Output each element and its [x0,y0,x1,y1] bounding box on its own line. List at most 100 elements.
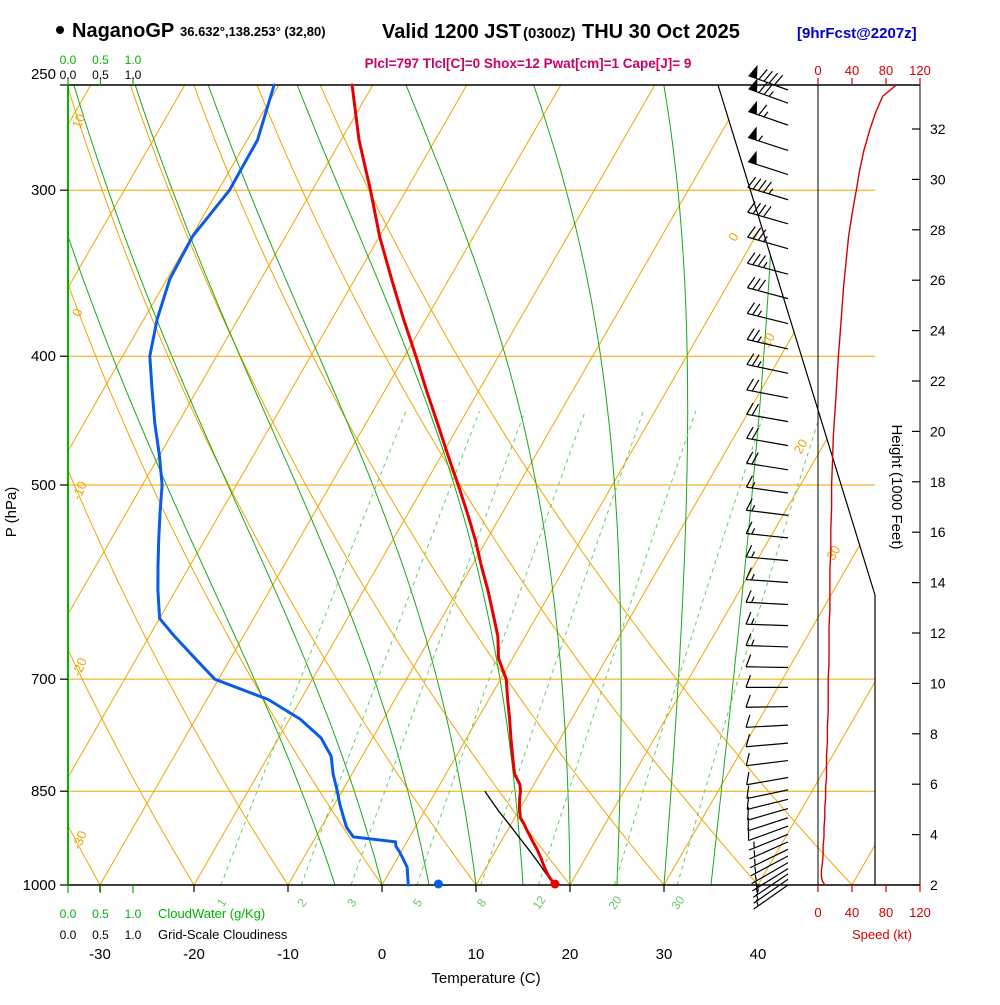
wind-barb [748,126,788,150]
isotherm-label: 10 [758,330,778,350]
barb-staff [746,645,788,646]
wind-barb [747,452,788,470]
height-tick-label: 14 [930,575,946,591]
barb-feather [764,182,772,192]
dry-adiabat-label: -10 [69,479,90,502]
barb-staff [746,510,788,515]
temperature-tick-label: 0 [378,946,386,963]
barb-feather [747,253,754,264]
barb-feather [746,655,751,667]
height-tick-label: 4 [930,827,938,843]
wind-barb [746,590,788,604]
barb-feather [758,205,766,216]
barb-staff [747,263,788,274]
speed-tick-label-top: 40 [845,63,859,78]
wind-barb [747,772,788,785]
barb-half-feather [752,640,754,646]
wind-barb [747,379,788,398]
barb-feather [747,277,754,288]
surface-temperature-dot [550,880,559,889]
barb-staff [748,809,788,821]
temperature-tick-label: -30 [89,946,111,963]
speed-tick-label-bottom: 80 [879,905,893,920]
barb-staff [746,624,788,625]
barb-feather [759,83,767,93]
speed-tick-label-top: 120 [909,63,931,78]
height-tick-label: 8 [930,726,938,742]
cloudwater-axis-title: CloudWater (g/Kg) [158,906,265,921]
barb-feather [764,71,772,81]
wind-barb [746,499,788,516]
cloudiness-tick-label-bottom: 1.0 [125,928,142,942]
pressure-tick-label: 1000 [23,877,56,894]
barb-staff [747,438,788,445]
barb-feather [753,228,761,239]
wind-barb [746,633,788,647]
mixing-ratio-label: 8 [474,896,489,910]
barb-feather [752,330,759,341]
barb-half-feather [752,552,755,558]
pressure-tick-label: 300 [31,182,56,199]
barb-staff [749,89,788,103]
barb-staff [750,842,788,859]
barb-half-feather [752,528,755,534]
barb-staff [747,390,788,398]
barb-staff [748,212,788,224]
cloudwater-tick-label-bottom: 0.0 [60,907,77,921]
mixing-ratio-label: 2 [294,896,309,910]
station-marker-dot [56,26,64,34]
height-tick-label: 28 [930,222,946,238]
barb-staff [746,725,788,727]
pressure-tick-label: 250 [31,66,56,83]
cloudwater-tick-label-bottom: 1.0 [125,907,142,921]
wind-barb [748,177,788,200]
barb-feather [748,177,756,187]
mixing-ratio-line [221,411,406,885]
cloudiness-tick-label-top: 1.0 [125,68,142,82]
wind-barb [747,786,788,799]
barb-half-feather [764,112,768,117]
barb-feather [746,568,751,580]
wind-barb [746,734,788,747]
barb-half-feather [758,311,762,316]
cloudwater-tick-label-bottom: 0.5 [92,907,109,921]
barb-staff [748,162,788,175]
isotherm-label: 30 [823,543,843,563]
barb-feather [774,75,782,85]
barb-feather [759,105,767,115]
station-coords: 36.632°,138.253° (32,80) [180,24,326,39]
valid-zulu-label: (0300Z) [523,25,576,42]
mixing-ratio-line [614,411,764,885]
wind-barb [746,655,788,668]
speed-tick-label-bottom: 40 [845,905,859,920]
barb-feather [747,452,753,463]
height-tick-label: 26 [930,272,946,288]
wind-barb [748,151,788,175]
barb-feather [758,180,766,190]
barb-staff [748,187,788,199]
barb-feather [746,734,749,747]
stability-params: Plcl=797 Tlcl[C]=0 Shox=12 Pwat[cm]=1 Ca… [365,56,692,71]
mixing-ratio-label: 5 [410,896,425,910]
height-tick-label: 32 [930,121,946,137]
barb-staff [748,137,788,150]
barb-staff [746,667,788,668]
valid-time-label: Valid 1200 JST [382,21,521,43]
cloudiness-axis-title: Grid-Scale Cloudiness [158,927,288,942]
barb-staff [746,761,788,766]
barb-feather [752,404,759,415]
cloudwater-tick-label-top: 1.0 [125,53,142,67]
wind-barb [746,545,788,560]
mixing-ratio-label: 3 [344,896,359,910]
barb-staff [747,799,788,809]
temperature-tick-label: 10 [468,946,485,963]
barb-feather [748,202,756,213]
barb-feather [753,279,760,290]
barb-half-feather [769,189,773,194]
barb-feather [747,329,754,340]
height-tick-label: 22 [930,373,946,389]
barb-half-feather [755,874,756,880]
barb-staff [746,707,788,708]
speed-tick-label-top: 0 [814,63,821,78]
